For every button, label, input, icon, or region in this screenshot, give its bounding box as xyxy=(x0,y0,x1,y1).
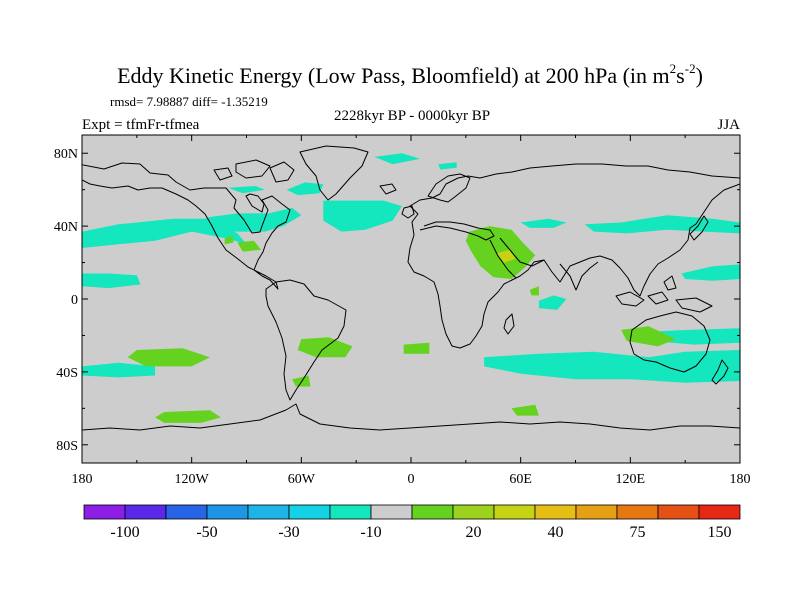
title-sup1: 2 xyxy=(670,61,677,76)
y-tick-label: 40S xyxy=(56,366,78,381)
anomaly-region-20 xyxy=(155,410,221,423)
period-label: 2228kyr BP - 0000kyr BP xyxy=(334,108,490,124)
coastline-arctic-islands xyxy=(213,159,295,183)
coastline-madagascar xyxy=(503,313,515,335)
anomaly-region-19 xyxy=(127,348,210,367)
colorbar-swatch-9 xyxy=(411,504,454,520)
x-tick-label: 60E xyxy=(509,472,532,487)
anomaly-region-14 xyxy=(374,153,421,165)
x-axis: 180 120W 60W 0 60E 120E 180 xyxy=(72,135,751,487)
x-tick-label: 120W xyxy=(175,472,210,487)
anomaly-region-22 xyxy=(511,404,539,416)
colorbar-swatch-10 xyxy=(452,504,495,520)
colorbar-swatch-1 xyxy=(83,504,126,520)
colorbar-swatch-2 xyxy=(124,504,167,520)
x-tick-label: 180 xyxy=(72,472,93,487)
anomaly-region-5 xyxy=(584,215,740,234)
colorbar-swatch-8 xyxy=(370,504,413,520)
colorbar-label: 75 xyxy=(630,524,646,541)
x-tick-label: 60W xyxy=(288,472,316,487)
experiment-label: Expt = tfmFr-tfmea xyxy=(82,117,200,133)
coastline-hudson-bay xyxy=(245,193,265,213)
colorbar-label: 40 xyxy=(548,524,564,541)
colorbar-swatch-7 xyxy=(329,504,372,520)
anomaly-region-21 xyxy=(621,326,676,347)
colorbar-label: 150 xyxy=(708,524,732,541)
colorbar-label: -10 xyxy=(360,524,381,541)
coastline-japan xyxy=(689,215,709,241)
coastline-antarctica xyxy=(82,403,740,431)
anomaly-region-2 xyxy=(184,207,302,234)
y-tick-label: 0 xyxy=(71,293,78,308)
anomaly-shading xyxy=(82,153,740,423)
anomaly-region-4 xyxy=(286,182,324,196)
anomaly-region-9 xyxy=(82,362,156,378)
anomaly-region-15 xyxy=(438,162,457,170)
colorbar-swatch-16 xyxy=(698,504,741,520)
anomaly-region-27 xyxy=(496,249,516,263)
coastline-eurasia-africa xyxy=(407,163,740,349)
anomaly-region-24 xyxy=(224,235,234,245)
title-main: Eddy Kinetic Energy (Low Pass, Bloomfiel… xyxy=(117,63,670,88)
colorbar-swatch-12 xyxy=(534,504,577,520)
coastline-scandinavia xyxy=(427,173,471,203)
title-mid: s xyxy=(676,63,685,88)
coastline-india xyxy=(559,261,599,291)
anomaly-region-12 xyxy=(538,295,567,310)
colorbar-swatch-11 xyxy=(493,504,536,520)
coastline-mediterranean xyxy=(419,221,495,241)
coastline-red-sea xyxy=(489,237,545,279)
y-tick-label: 40N xyxy=(54,220,78,235)
colorbar: -100 -50 -30 -10 20 40 75 150 xyxy=(83,504,741,541)
coastline-south-america xyxy=(265,279,347,401)
colorbar-label: 20 xyxy=(466,524,482,541)
title-end: ) xyxy=(696,63,703,88)
coastline-greenland xyxy=(299,145,369,201)
x-tick-label: 120E xyxy=(616,472,646,487)
x-tick-label: 180 xyxy=(730,472,751,487)
colorbar-swatch-4 xyxy=(206,504,249,520)
coastline-north-america xyxy=(82,162,291,290)
anomaly-region-18 xyxy=(403,342,430,354)
colorbar-swatch-3 xyxy=(165,504,208,520)
colorbar-label: -100 xyxy=(110,524,139,541)
coastline-new-zealand xyxy=(711,359,729,385)
coastline-iceland xyxy=(379,183,397,195)
colorbar-label: -50 xyxy=(196,524,217,541)
anomaly-region-13 xyxy=(228,186,265,194)
anomaly-region-3 xyxy=(323,200,402,232)
title-sup2: -2 xyxy=(685,61,696,76)
stats-label: rmsd= 7.98887 diff= -1.35219 xyxy=(110,94,268,109)
colorbar-swatch-13 xyxy=(575,504,618,520)
colorbar-swatch-6 xyxy=(288,504,331,520)
anomaly-region-10 xyxy=(484,350,740,383)
anomaly-region-6 xyxy=(520,218,567,228)
x-tick-label: 0 xyxy=(408,472,415,487)
anomaly-region-25 xyxy=(292,375,311,387)
colorbar-swatch-5 xyxy=(247,504,290,520)
anomaly-region-23 xyxy=(237,240,262,252)
colorbar-label: -30 xyxy=(278,524,299,541)
colorbar-swatch-15 xyxy=(657,504,700,520)
anomaly-region-26 xyxy=(529,286,539,296)
coastlines xyxy=(82,145,740,431)
y-tick-label: 80N xyxy=(54,147,78,162)
y-tick-label: 80S xyxy=(56,439,78,454)
season-label: JJA xyxy=(717,117,740,133)
anomaly-region-7 xyxy=(82,273,141,289)
coastline-british-isles xyxy=(401,205,415,219)
colorbar-swatch-14 xyxy=(616,504,659,520)
y-axis: 80N 40N 0 40S 80S xyxy=(54,147,740,454)
coastline-southeast-asia xyxy=(615,275,713,313)
figure-title: Eddy Kinetic Energy (Low Pass, Bloomfiel… xyxy=(117,61,703,88)
anomaly-region-8 xyxy=(681,264,740,281)
coastline-australia xyxy=(629,311,711,373)
